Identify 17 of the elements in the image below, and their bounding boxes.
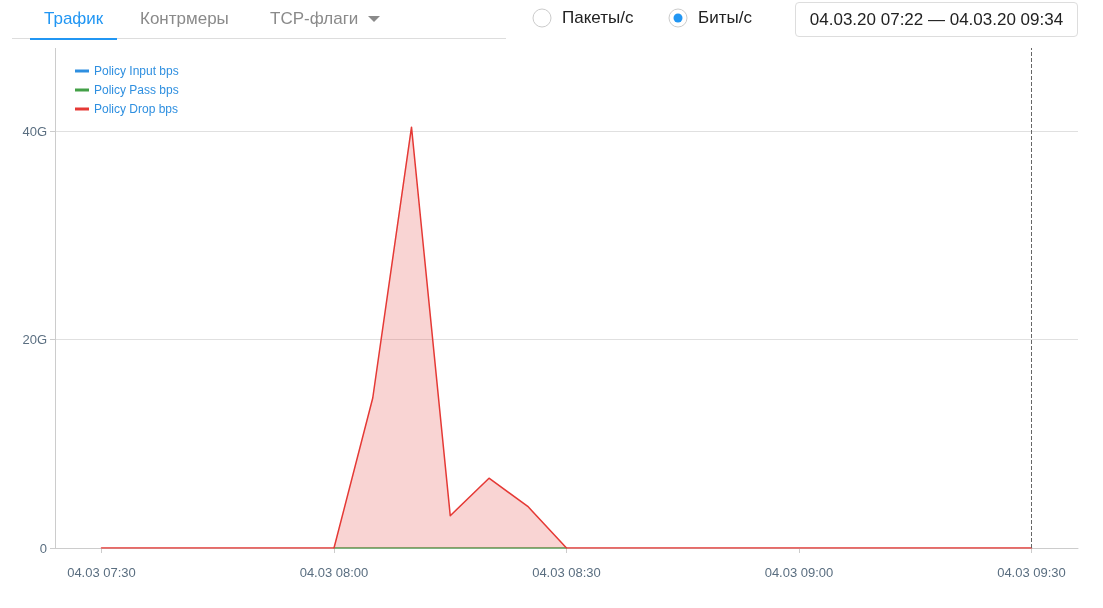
legend-label: Policy Drop bps [94,102,179,116]
x-tick-label: 04.03 07:30 [67,565,136,580]
y-tick-label: 40G [22,123,47,139]
y-tick-label: 20G [22,332,47,348]
text: Контрмеры [139,8,230,30]
x-tick-label: 04.03 09:00 [764,565,834,580]
legend-label: Policy Input bps [94,64,179,78]
text: 04.03.20 07:22 — 04.03.20 09:34 [795,2,1078,37]
text: TCP-флаги [269,8,360,30]
x-tick-label: 04.03 09:30 [997,565,1066,580]
x-tick-label: 04.03 08:00 [299,565,369,580]
text: Пакеты/с [561,8,634,28]
text: Биты/с [697,8,752,28]
text: Трафик [30,0,118,40]
y-tick-label: 0 [39,540,47,556]
legend-label: Policy Pass bps [94,83,179,97]
x-tick-label: 04.03 08:30 [532,565,601,580]
